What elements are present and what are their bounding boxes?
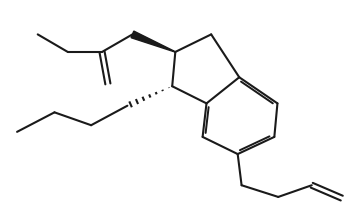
Polygon shape	[131, 31, 175, 52]
